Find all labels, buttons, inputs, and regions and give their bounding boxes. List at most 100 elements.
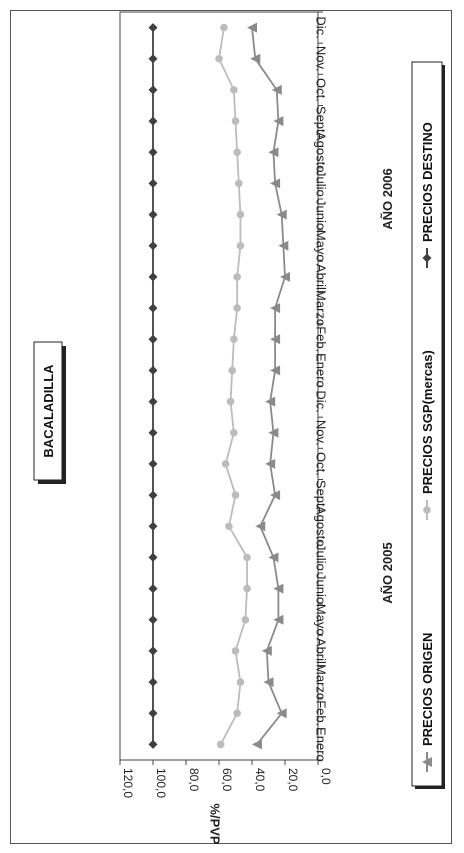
- category-label: Feb.: [313, 326, 328, 352]
- y-axis-label: %/PVP: [208, 803, 223, 845]
- series-line: [218, 27, 248, 745]
- category-label: Nov.: [313, 420, 328, 446]
- data-point: [148, 584, 158, 594]
- plot-area: [119, 11, 319, 761]
- data-point: [268, 147, 279, 158]
- data-point: [276, 209, 287, 220]
- data-point: [270, 334, 281, 345]
- data-point: [270, 490, 281, 501]
- data-point: [231, 491, 240, 499]
- title-box: [33, 341, 63, 481]
- data-point: [270, 365, 281, 376]
- chart-title: BACALADILLA: [41, 364, 56, 458]
- category-label: Enero: [313, 353, 328, 388]
- data-point: [148, 428, 158, 438]
- data-point: [148, 241, 158, 251]
- data-point: [233, 709, 241, 718]
- value-tick-label: 100,0: [154, 768, 168, 798]
- data-point: [216, 740, 225, 749]
- data-point: [273, 614, 284, 625]
- data-point: [148, 521, 158, 531]
- series-line: [251, 27, 286, 745]
- legend-marker: [422, 253, 432, 263]
- category-label: Oct.: [313, 452, 328, 476]
- data-point: [268, 552, 279, 563]
- data-point: [263, 677, 274, 688]
- data-point: [148, 646, 158, 656]
- legend-label: PRECIOS ORIGEN: [420, 633, 435, 746]
- series-1: [247, 22, 290, 750]
- category-label: Nov.: [313, 46, 328, 72]
- data-point: [273, 583, 284, 594]
- value-tick-label: 60,0: [220, 768, 234, 792]
- legend-label: PRECIOS SGP(mercas): [420, 350, 435, 494]
- category-label: Feb.: [313, 700, 328, 726]
- data-point: [271, 84, 282, 95]
- data-point: [251, 739, 262, 750]
- series-3: [148, 23, 158, 749]
- data-point: [148, 23, 158, 33]
- data-point: [276, 708, 287, 719]
- category-label: Enero: [313, 727, 328, 762]
- data-point: [230, 335, 238, 344]
- data-point: [148, 116, 158, 126]
- value-tick-label: 120,0: [121, 768, 135, 798]
- category-axis: EneroFeb.MarzoAbrilMayoJunioJulioAgostoS…: [313, 11, 395, 762]
- data-point: [243, 553, 251, 562]
- data-point: [221, 460, 230, 468]
- value-tick-label: 20,0: [286, 768, 300, 792]
- category-label: Agosto: [313, 132, 328, 172]
- data-point: [243, 584, 251, 593]
- category-label: Abril: [313, 264, 328, 290]
- data-point: [148, 708, 158, 718]
- data-point: [236, 210, 245, 219]
- data-point: [148, 397, 158, 407]
- value-axis: 0,0 20,0 40,0 60,0 80,0 100,0 120,0: [119, 760, 333, 798]
- y-axis-label-group: %/PVP: [208, 803, 223, 845]
- value-tick-label: 40,0: [253, 768, 267, 792]
- category-label: Abril: [313, 638, 328, 664]
- value-tick-label: 80,0: [187, 768, 201, 792]
- data-point: [148, 54, 158, 64]
- category-label: Dic.: [313, 16, 328, 38]
- category-label: Junio: [313, 573, 328, 604]
- data-point: [148, 677, 158, 687]
- category-label: Oct.: [313, 78, 328, 102]
- data-point: [148, 490, 158, 500]
- data-point: [261, 645, 272, 656]
- legend-box: [411, 61, 443, 787]
- category-label: Sept.: [313, 480, 328, 510]
- data-point: [265, 396, 276, 407]
- data-point: [148, 334, 158, 344]
- category-label: Julio: [313, 544, 328, 571]
- legend-label: PRECIOS DESTINO: [420, 122, 435, 242]
- data-point: [148, 459, 158, 469]
- data-point: [225, 522, 233, 531]
- data-point: [148, 303, 158, 313]
- data-point: [235, 179, 243, 188]
- data-point: [220, 23, 228, 32]
- category-label: Mayo: [313, 230, 328, 262]
- category-label: Mayo: [313, 604, 328, 636]
- category-label: Agosto: [313, 506, 328, 546]
- plot-border: [119, 11, 319, 761]
- chart-frame: [10, 10, 452, 844]
- data-point: [230, 86, 238, 94]
- data-point: [233, 148, 241, 157]
- series-2: [215, 23, 251, 749]
- data-point: [236, 241, 245, 250]
- data-point: [233, 273, 241, 281]
- data-point: [215, 54, 223, 63]
- data-point: [231, 117, 240, 125]
- data-point: [148, 85, 158, 95]
- legend-marker: [423, 506, 431, 514]
- category-label: Junio: [313, 199, 328, 230]
- data-point: [233, 304, 241, 312]
- data-point: [226, 397, 235, 406]
- data-point: [273, 116, 284, 127]
- data-point: [278, 240, 289, 251]
- legend: PRECIOS ORIGEN PRECIOS SGP(mercas) PRECIOS…: [411, 61, 445, 789]
- data-point: [148, 739, 158, 749]
- data-point: [148, 365, 158, 375]
